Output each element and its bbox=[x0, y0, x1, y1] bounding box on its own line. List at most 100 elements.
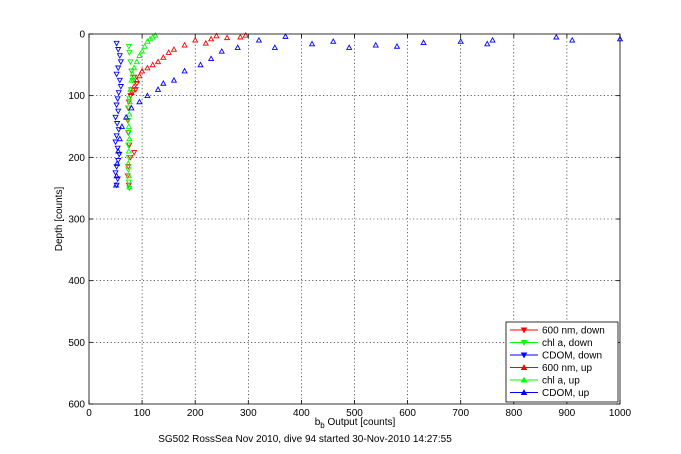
data-point bbox=[115, 65, 122, 72]
data-point bbox=[282, 33, 289, 39]
legend-marker-icon bbox=[520, 340, 528, 346]
legend-marker-icon bbox=[520, 376, 528, 383]
legend-entry: CDOM, up bbox=[510, 388, 590, 399]
data-point bbox=[125, 179, 132, 186]
data-point bbox=[128, 76, 135, 83]
legend-marker-icon bbox=[520, 364, 528, 370]
data-point bbox=[115, 127, 122, 133]
data-point bbox=[125, 167, 132, 173]
data-point bbox=[133, 80, 140, 87]
legend-entry: CDOM, down bbox=[510, 351, 602, 362]
data-point bbox=[223, 34, 231, 41]
legend-entry: 600 nm, up bbox=[510, 363, 592, 374]
data-point bbox=[113, 40, 120, 47]
data-point bbox=[242, 31, 249, 38]
data-point bbox=[115, 90, 122, 96]
data-point bbox=[138, 47, 146, 54]
x-tick-label: 1000 bbox=[609, 408, 632, 419]
data-point bbox=[113, 71, 120, 78]
data-point bbox=[115, 47, 122, 53]
data-point bbox=[181, 41, 188, 48]
y-tick-label: 300 bbox=[68, 215, 85, 226]
series-chl-a-up bbox=[125, 31, 159, 190]
legend-marker-icon bbox=[520, 389, 528, 395]
data-point bbox=[117, 84, 125, 90]
data-point bbox=[113, 172, 120, 179]
data-point bbox=[152, 31, 159, 38]
data-point bbox=[234, 44, 241, 50]
data-point bbox=[125, 142, 132, 149]
series-600-nm-up bbox=[128, 31, 249, 95]
data-point bbox=[255, 36, 263, 43]
legend-label: 600 nm, up bbox=[542, 363, 592, 374]
legend-label: 600 nm, down bbox=[542, 326, 605, 337]
data-point bbox=[125, 123, 132, 129]
data-point bbox=[130, 83, 138, 89]
x-tick-label: 500 bbox=[346, 408, 363, 419]
data-point bbox=[115, 108, 122, 115]
y-tick-label: 400 bbox=[68, 276, 85, 287]
data-point bbox=[113, 160, 121, 166]
data-point bbox=[128, 89, 135, 95]
data-point bbox=[126, 110, 133, 117]
data-point bbox=[116, 53, 123, 59]
y-axis-label: Depth [counts] bbox=[54, 187, 65, 252]
x-tick-label: 700 bbox=[452, 408, 469, 419]
y-tick-label: 200 bbox=[68, 153, 85, 164]
data-point bbox=[489, 36, 496, 43]
data-point bbox=[213, 32, 220, 39]
data-point bbox=[207, 35, 215, 42]
legend-label: chl a, up bbox=[542, 376, 580, 387]
axis-ticks: 0 100 200 300 400 500 600 700 800 900 1000 0 100 200 3… bbox=[68, 30, 631, 420]
y-tick-label: 100 bbox=[68, 91, 85, 102]
data-point bbox=[136, 52, 143, 58]
x-tick-label: 600 bbox=[399, 408, 416, 419]
data-point bbox=[116, 135, 123, 142]
data-point bbox=[149, 61, 156, 68]
legend-marker-icon bbox=[520, 352, 528, 359]
data-point bbox=[112, 114, 119, 121]
legend-label: chl a, down bbox=[542, 338, 593, 349]
data-point bbox=[144, 92, 151, 99]
data-point bbox=[113, 133, 120, 140]
data-point bbox=[118, 123, 126, 129]
data-point bbox=[113, 102, 120, 109]
x-tick-label: 800 bbox=[505, 408, 522, 419]
data-point bbox=[125, 172, 132, 179]
data-point bbox=[420, 39, 427, 46]
data-point bbox=[197, 61, 204, 68]
data-point bbox=[127, 93, 134, 99]
data-point bbox=[130, 150, 138, 156]
data-point bbox=[126, 50, 133, 56]
data-point bbox=[308, 40, 316, 47]
data-point bbox=[457, 38, 464, 44]
data-point bbox=[126, 98, 134, 105]
data-point bbox=[170, 76, 178, 83]
legend-entry: chl a, down bbox=[510, 338, 593, 349]
data-point bbox=[165, 49, 172, 55]
data-point bbox=[330, 38, 337, 44]
data-point bbox=[160, 80, 167, 86]
data-point bbox=[144, 64, 151, 71]
data-point bbox=[146, 35, 154, 42]
grid bbox=[89, 34, 620, 404]
data-point bbox=[128, 104, 135, 111]
data-point bbox=[271, 44, 279, 50]
legend-label: CDOM, up bbox=[542, 388, 590, 399]
data-point bbox=[125, 43, 132, 50]
data-point bbox=[144, 38, 151, 44]
data-point bbox=[129, 77, 136, 84]
x-tick-label: 0 bbox=[86, 408, 92, 419]
data-point bbox=[130, 64, 138, 71]
data-point bbox=[116, 151, 123, 158]
data-point bbox=[113, 121, 121, 127]
data-point bbox=[569, 36, 576, 43]
data-point bbox=[125, 160, 132, 166]
data-point bbox=[202, 39, 209, 46]
data-point bbox=[154, 58, 162, 65]
series-cdom-down bbox=[112, 40, 125, 189]
data-point bbox=[114, 176, 121, 183]
data-point bbox=[393, 43, 401, 49]
data-point bbox=[149, 33, 156, 40]
data-point bbox=[346, 44, 353, 50]
